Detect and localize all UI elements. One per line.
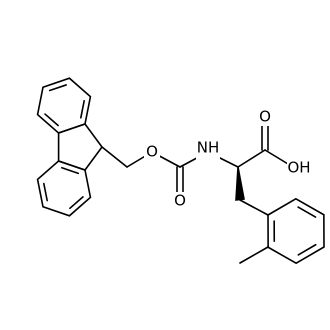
bond <box>237 149 266 168</box>
ring-bond <box>80 99 85 119</box>
bond <box>239 246 269 264</box>
atom-label: O <box>146 143 158 161</box>
ring-bond <box>36 160 92 217</box>
bonds <box>36 77 325 265</box>
label-bg <box>257 108 273 126</box>
atom-label: O <box>174 192 186 210</box>
label-bg <box>172 192 188 210</box>
labels: O NH O O OH <box>144 108 313 210</box>
atom-label: O <box>259 108 271 126</box>
atom-label: NH <box>197 139 220 157</box>
bond <box>101 146 128 168</box>
ring-bond <box>267 197 325 265</box>
ring-bond <box>297 243 317 256</box>
label-bg <box>287 158 313 176</box>
wedge-bond <box>235 166 245 201</box>
ring-bond <box>44 113 59 127</box>
bond <box>239 199 269 216</box>
label-bg <box>144 143 160 161</box>
label-bg <box>196 140 220 160</box>
ring-bond <box>43 182 48 202</box>
atom-label: OH <box>287 159 310 177</box>
ring-bond <box>69 196 84 210</box>
five-ring <box>57 123 103 171</box>
ring-bond <box>297 206 317 218</box>
ring-bond <box>48 84 67 92</box>
ring-bond <box>36 77 92 134</box>
ring-bond <box>61 166 80 175</box>
